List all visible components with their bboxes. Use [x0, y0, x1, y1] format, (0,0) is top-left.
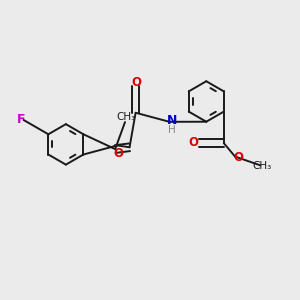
- Text: F: F: [16, 113, 25, 126]
- Text: O: O: [233, 151, 243, 164]
- Text: CH₃: CH₃: [253, 161, 272, 171]
- Text: O: O: [189, 136, 199, 149]
- Text: CH₃: CH₃: [116, 112, 135, 122]
- Text: H: H: [168, 124, 176, 134]
- Text: N: N: [167, 114, 178, 127]
- Text: O: O: [113, 147, 123, 160]
- Text: O: O: [131, 76, 141, 89]
